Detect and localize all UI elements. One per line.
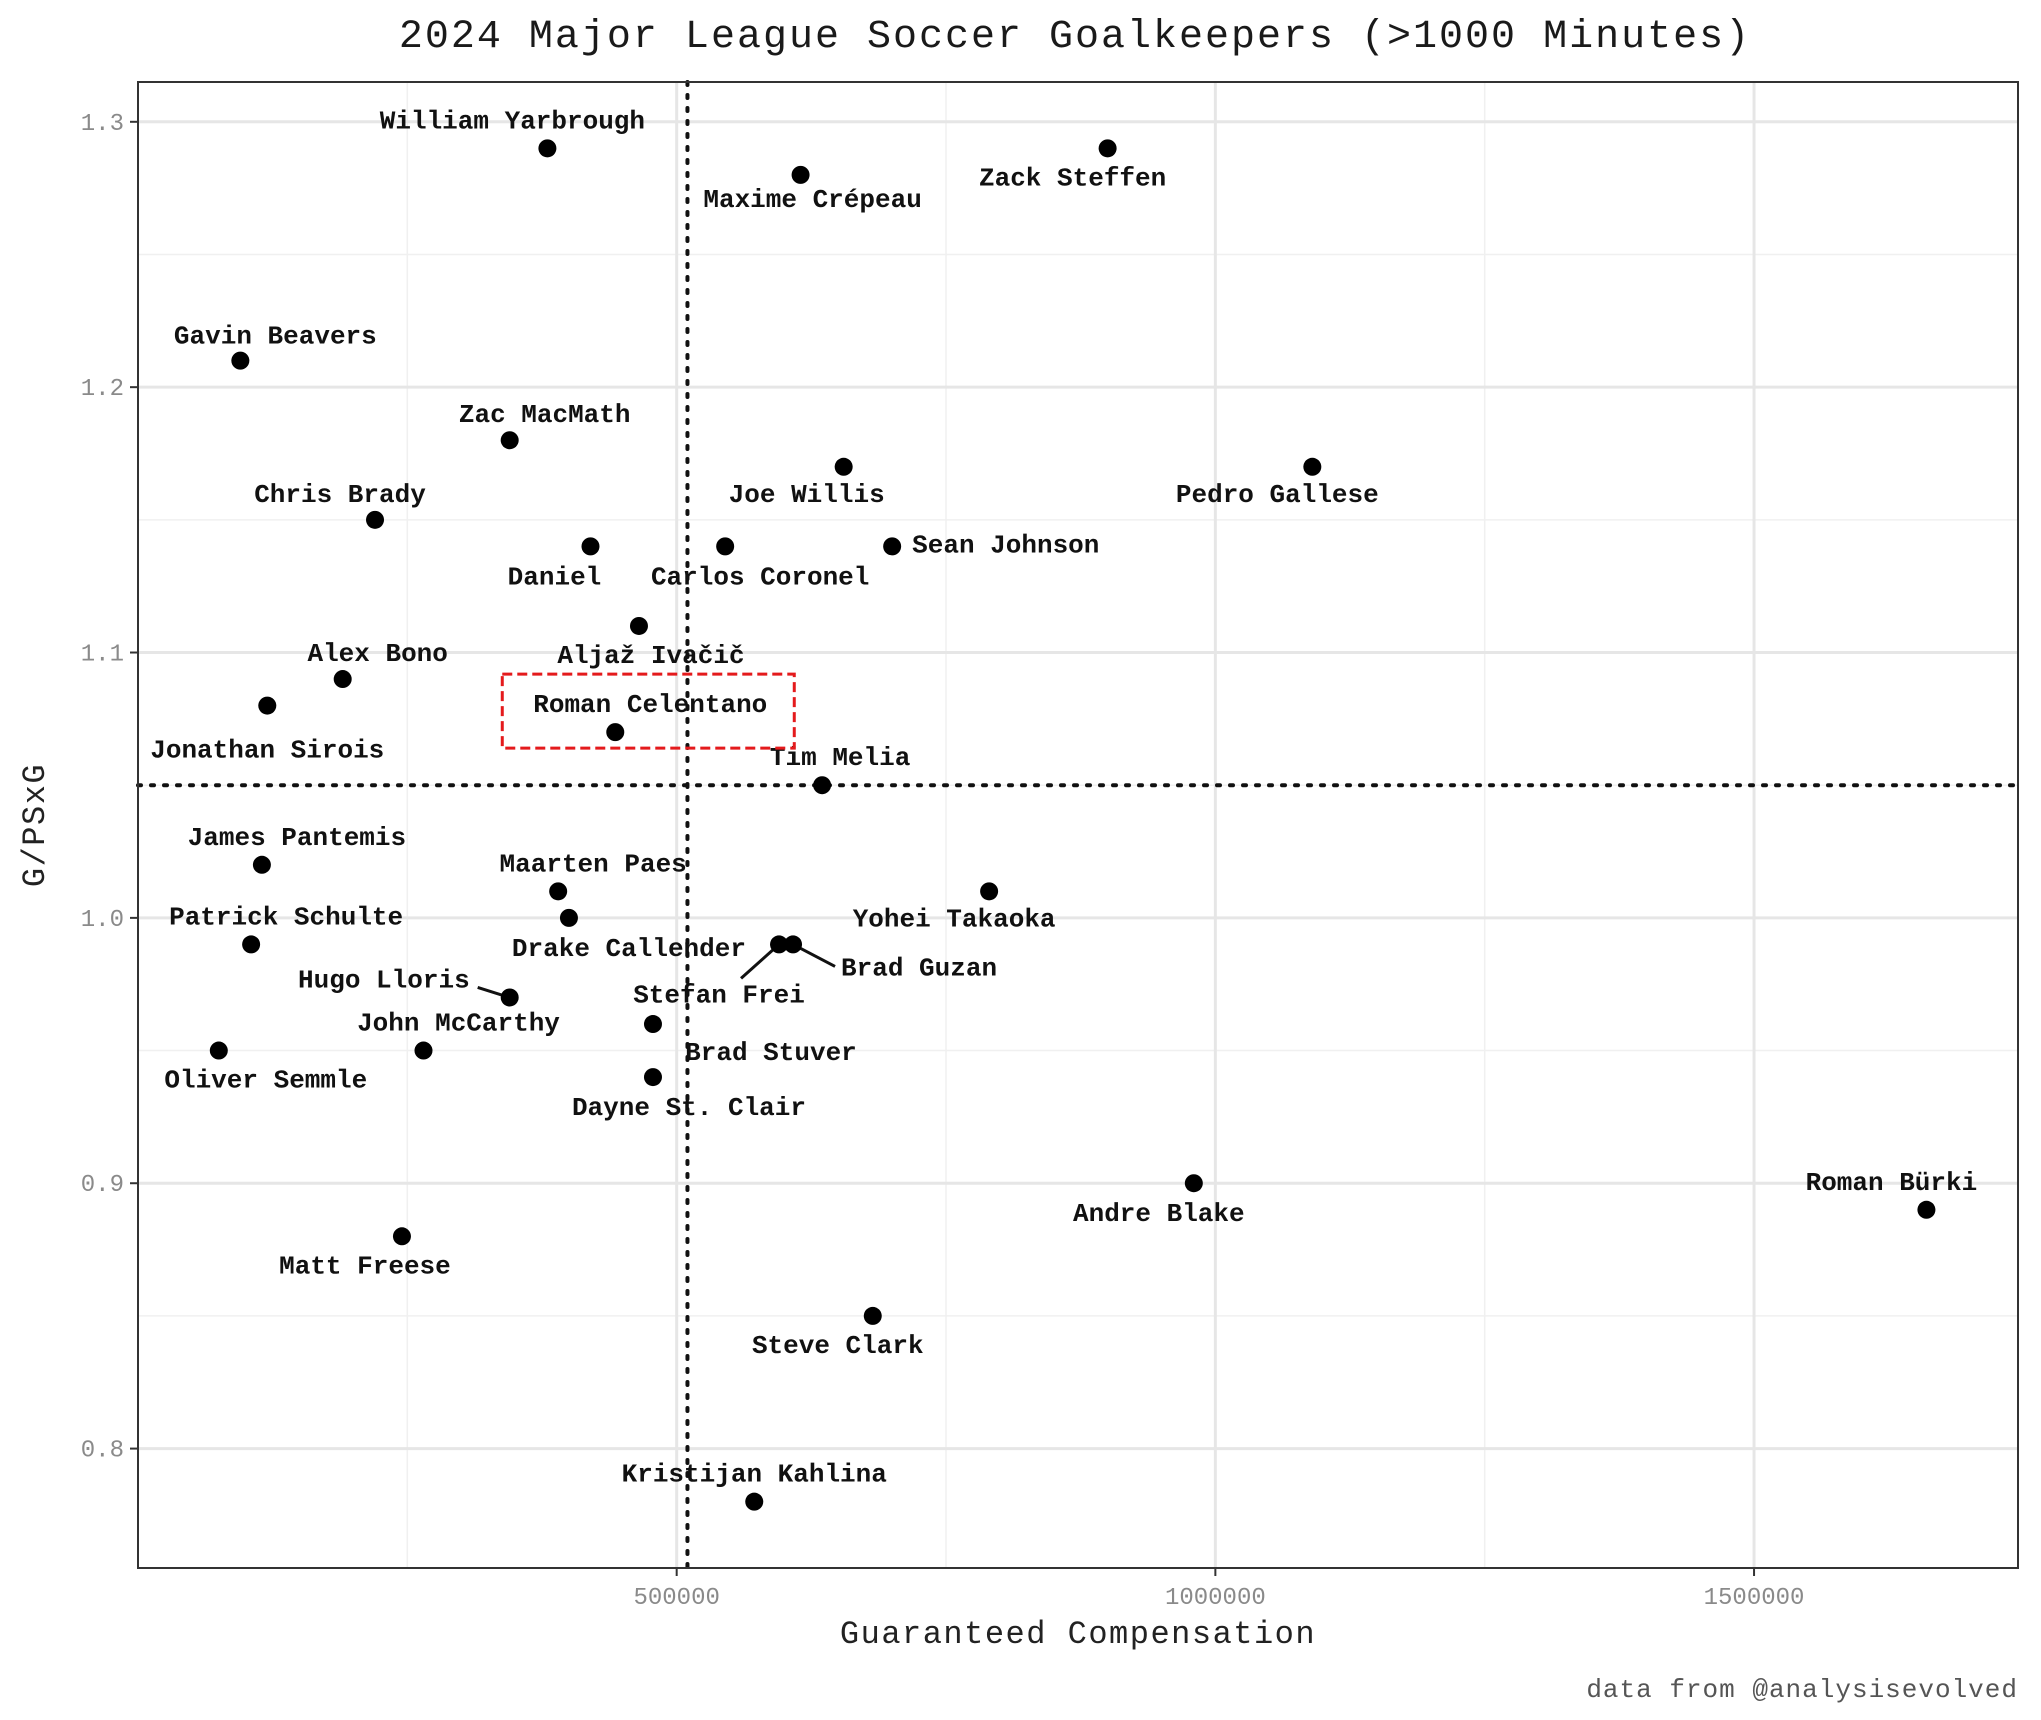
label-matt-freese: Matt Freese xyxy=(279,1251,451,1281)
label-andre-blake: Andre Blake xyxy=(1073,1199,1245,1229)
point-james-pantemis xyxy=(252,855,271,874)
label-stefan-frei: Stefan Frei xyxy=(633,980,805,1010)
point-joe-willis xyxy=(834,457,853,476)
y-tick-label: 1.1 xyxy=(81,642,124,669)
x-tick-label: 1000000 xyxy=(1165,1585,1266,1612)
label-brad-stuver: Brad Stuver xyxy=(685,1038,857,1068)
label-jonathan-sirois: Jonathan Sirois xyxy=(150,736,384,766)
point-jonathan-sirois xyxy=(258,696,277,715)
y-axis-ticks: 0.8 0.9 1.0 1.1 1.2 1.3 xyxy=(81,111,138,1465)
point-kristijan-kahlina xyxy=(745,1492,764,1511)
label-daniel: Daniel xyxy=(508,562,602,592)
label-zack-steffen: Zack Steffen xyxy=(979,163,1166,193)
plot-background xyxy=(138,82,2018,1568)
point-brad-guzan xyxy=(784,935,803,954)
label-aljaz-ivacic: Aljaž Ivačič xyxy=(557,641,744,671)
label-drake-callender: Drake Callender xyxy=(512,934,746,964)
highlight-box xyxy=(500,672,796,750)
point-patrick-schulte xyxy=(242,935,261,954)
point-alex-bono xyxy=(333,670,352,689)
highlight-box-roman-celentano xyxy=(500,672,796,750)
point-zack-steffen xyxy=(1098,139,1117,158)
label-pedro-gallese: Pedro Gallese xyxy=(1176,480,1379,510)
point-dayne-st-clair xyxy=(643,1068,662,1087)
x-axis-ticks: 500000 1000000 1500000 xyxy=(633,1568,1804,1612)
y-tick-label: 0.8 xyxy=(81,1438,124,1465)
label-brad-guzan: Brad Guzan xyxy=(841,953,997,983)
y-axis-title: G/PSxG xyxy=(17,763,54,887)
point-hugo-lloris xyxy=(500,988,519,1007)
point-andre-blake xyxy=(1184,1174,1203,1193)
point-john-mccarthy xyxy=(414,1041,433,1060)
point-steve-clark xyxy=(863,1306,882,1325)
y-tick-label: 0.9 xyxy=(81,1172,124,1199)
label-maxime-crepeau: Maxime Crépeau xyxy=(703,185,921,215)
point-william-yarbrough xyxy=(538,139,557,158)
label-kristijan-kahlina: Kristijan Kahlina xyxy=(622,1460,887,1490)
point-brad-stuver xyxy=(643,1015,662,1034)
point-roman-celentano xyxy=(606,723,625,742)
point-pedro-gallese xyxy=(1303,457,1322,476)
label-roman-burki: Roman Bürki xyxy=(1806,1168,1978,1198)
data-points xyxy=(209,139,1936,1511)
plot-border xyxy=(137,81,2019,1569)
point-tim-melia xyxy=(813,776,832,795)
point-yohei-takaoka xyxy=(980,882,999,901)
point-carlos-coronel xyxy=(716,537,735,556)
chart-caption: data from @analysisevolved xyxy=(1586,1675,2018,1705)
label-sean-johnson: Sean Johnson xyxy=(912,530,1099,560)
label-william-yarbrough: William Yarbrough xyxy=(380,106,645,136)
label-alex-bono: Alex Bono xyxy=(307,639,447,669)
point-aljaz-ivacic xyxy=(629,616,648,635)
point-sean-johnson xyxy=(883,537,902,556)
point-daniel xyxy=(581,537,600,556)
label-carlos-coronel: Carlos Coronel xyxy=(651,562,869,592)
reference-lines xyxy=(136,80,2020,1570)
label-zac-macmath: Zac MacMath xyxy=(459,400,631,430)
point-maxime-crepeau xyxy=(791,165,810,184)
point-zac-macmath xyxy=(500,431,519,450)
point-gavin-beavers xyxy=(231,351,250,370)
x-tick-label: 500000 xyxy=(633,1585,719,1612)
label-gavin-beavers: Gavin Beavers xyxy=(174,322,377,352)
x-axis-title: Guaranteed Compensation xyxy=(840,1616,1316,1653)
label-joe-willis: Joe Willis xyxy=(729,480,885,510)
label-james-pantemis: James Pantemis xyxy=(188,823,406,853)
chart-title: 2024 Major League Soccer Goalkeepers (>1… xyxy=(399,15,1751,60)
label-patrick-schulte: Patrick Schulte xyxy=(169,902,403,932)
point-oliver-semmle xyxy=(209,1041,228,1060)
label-john-mccarthy: John McCarthy xyxy=(357,1009,560,1039)
point-matt-freese xyxy=(392,1227,411,1246)
label-chris-brady: Chris Brady xyxy=(254,480,426,510)
label-dayne-st-clair: Dayne St. Clair xyxy=(572,1093,806,1123)
point-labels: William Yarbrough Maxime Crépeau Zack Stef… xyxy=(150,106,1977,1489)
point-drake-callender xyxy=(559,908,578,927)
label-roman-celentano: Roman Celentano xyxy=(533,690,767,720)
label-oliver-semmle: Oliver Semmle xyxy=(164,1066,367,1096)
y-tick-label: 1.0 xyxy=(81,907,124,934)
y-tick-label: 1.2 xyxy=(81,376,124,403)
point-maarten-paes xyxy=(549,882,568,901)
point-roman-burki xyxy=(1917,1200,1936,1219)
label-hugo-lloris: Hugo Lloris xyxy=(298,965,470,995)
x-tick-label: 1500000 xyxy=(1704,1585,1805,1612)
y-tick-label: 1.3 xyxy=(81,111,124,138)
label-steve-clark: Steve Clark xyxy=(752,1331,924,1361)
point-chris-brady xyxy=(366,510,385,529)
label-yohei-takaoka: Yohei Takaoka xyxy=(853,904,1056,934)
label-maarten-paes: Maarten Paes xyxy=(500,849,687,879)
point-stefan-frei xyxy=(770,935,789,954)
